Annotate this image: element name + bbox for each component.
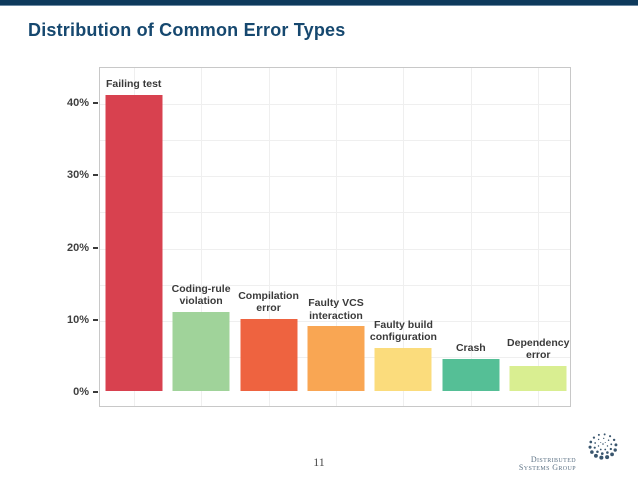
y-axis: 0% 10% 20% 30% 40%	[0, 67, 99, 407]
bar-slot: Coding-rule violation	[167, 68, 234, 406]
footer-logo-label: Distributed Systems Group	[518, 455, 576, 472]
gridline-vertical	[268, 68, 270, 406]
dsg-dotburst-icon	[588, 433, 618, 460]
y-tick-label: 40%	[66, 97, 89, 109]
bar-compilation-error	[240, 318, 298, 391]
gridline-vertical	[201, 68, 203, 406]
top-accent-bar	[0, 0, 638, 6]
bar-slot: Crash	[437, 68, 504, 406]
bar-faulty-build-configuration	[374, 347, 432, 391]
y-tick: 30%	[0, 167, 99, 183]
gridline-vertical	[335, 68, 337, 406]
y-tick-label: 0%	[73, 386, 89, 398]
bar-label: Dependency error	[507, 336, 570, 362]
gridline-vertical	[470, 68, 472, 406]
bar-coding-rule-violation	[172, 311, 230, 391]
gridline-horizontal	[100, 248, 570, 250]
gridline-horizontal	[100, 320, 570, 322]
gridline-horizontal	[100, 212, 570, 214]
y-tick-mark	[93, 318, 98, 321]
y-tick-mark	[93, 391, 98, 393]
gridline-horizontal	[100, 140, 570, 142]
bar-label: Faulty build configuration	[369, 318, 437, 344]
bar-faulty-vcs-interaction	[307, 325, 365, 391]
bar-label: Coding-rule violation	[171, 282, 231, 308]
bar-slot: Dependency error	[505, 68, 572, 406]
y-tick: 20%	[0, 240, 99, 256]
y-tick-label: 30%	[66, 169, 89, 182]
slide-title: Distribution of Common Error Types	[28, 20, 346, 40]
y-tick-mark	[93, 246, 98, 249]
gridline-horizontal	[100, 284, 570, 286]
page-number: 11	[313, 455, 325, 469]
y-tick: 10%	[0, 312, 99, 328]
gridline-horizontal	[100, 104, 570, 105]
y-tick-mark	[93, 102, 98, 104]
gridline-horizontal	[100, 176, 570, 178]
bar-slot: Compilation error	[235, 68, 302, 406]
bar-label: Crash	[455, 342, 486, 355]
bar-label: Compilation error	[238, 290, 299, 315]
bar-dependency-error	[509, 365, 567, 391]
gridline-vertical	[403, 68, 405, 406]
y-tick-label: 20%	[66, 241, 89, 254]
gridline-vertical	[538, 68, 540, 406]
bar-label: Faulty VCS interaction	[308, 297, 364, 322]
footer-logo: Distributed Systems Group	[498, 428, 630, 472]
y-tick-mark	[93, 174, 98, 177]
plot-area: Failing test Coding-rule violation Compila…	[99, 67, 571, 407]
bar-slot: Faulty VCS interaction	[302, 68, 369, 406]
bar-failing-test	[105, 94, 163, 391]
y-tick: 40%	[0, 95, 99, 111]
y-tick-label: 10%	[66, 313, 89, 326]
bar-slot: Failing test	[100, 68, 167, 406]
bar-slot: Faulty build configuration	[370, 68, 437, 406]
bar-label: Failing test	[105, 78, 162, 91]
bar-crash	[442, 358, 500, 391]
y-tick: 0%	[0, 384, 99, 400]
